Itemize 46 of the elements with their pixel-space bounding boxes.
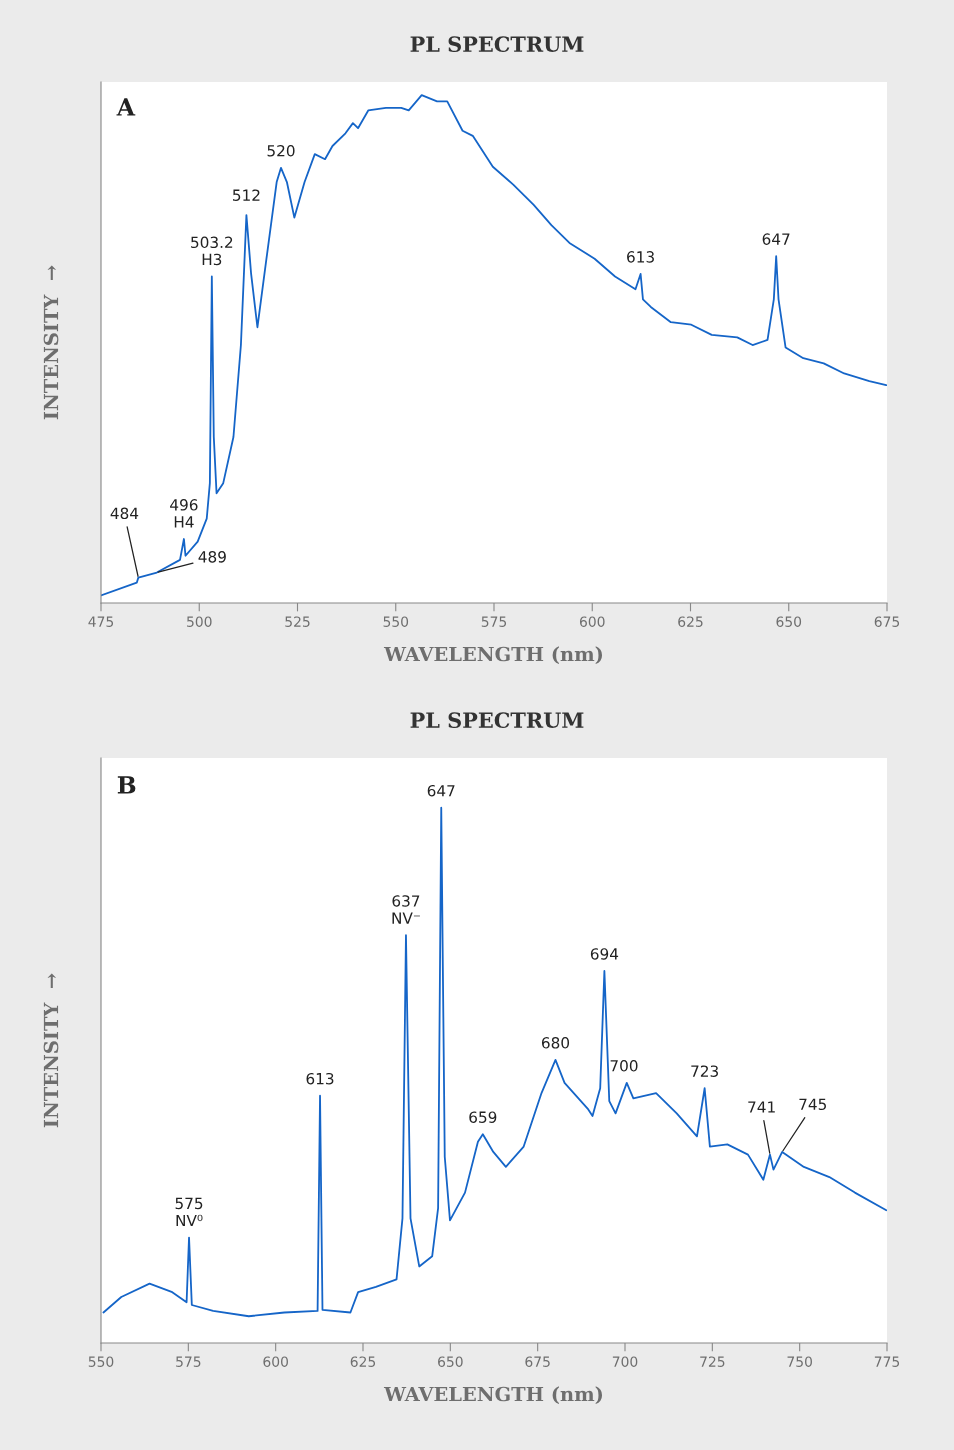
- x-tick-label: 650: [776, 616, 802, 627]
- annotation: 700: [610, 1060, 638, 1072]
- annotation: 647: [762, 233, 790, 245]
- text: B: [117, 776, 136, 794]
- x-tick-label: 475: [88, 616, 114, 627]
- annotation: A: [116, 98, 136, 116]
- annotation: 489: [198, 551, 226, 563]
- x-tick-label: 550: [383, 616, 409, 627]
- x-tick-label: 775: [874, 1356, 900, 1367]
- annotation: 484: [110, 507, 139, 520]
- x-tick-label: 650: [438, 1356, 463, 1367]
- x-tick-label: 550: [88, 1356, 114, 1367]
- annotation: 745: [799, 1098, 826, 1111]
- x-tick-label: 725: [700, 1356, 725, 1367]
- x-tick-label: 675: [525, 1356, 550, 1367]
- annotation: 613: [627, 251, 654, 263]
- x-tick-label: 600: [263, 1356, 288, 1367]
- annotation: 680: [541, 1037, 570, 1049]
- annotation: 723: [691, 1065, 718, 1077]
- annotation: 496 H4: [170, 499, 198, 528]
- y-axis-title: INTENSITY →: [43, 973, 59, 1128]
- y-axis-title: INTENSITY →: [43, 265, 59, 420]
- annotation: 613: [306, 1072, 334, 1085]
- x-tick-label: 675: [874, 616, 900, 627]
- annotation: 659: [469, 1111, 497, 1123]
- annotation: 647: [427, 784, 455, 797]
- annotation: 637 NV⁻: [392, 895, 420, 924]
- x-tick-label: 625: [678, 616, 703, 627]
- x-tick-label: 750: [787, 1356, 812, 1367]
- x-tick-label: 575: [481, 616, 507, 627]
- x-tick-label: 575: [176, 1356, 201, 1367]
- annotation: 694: [590, 948, 619, 960]
- annotation: 520: [267, 144, 295, 157]
- x-axis-title: WAVELENGTH (nm): [383, 646, 603, 665]
- chart-title: PL SPECTRUM: [410, 712, 584, 729]
- annotation: 741: [748, 1101, 775, 1113]
- x-tick-label: 700: [612, 1356, 638, 1367]
- x-tick-label: 500: [187, 616, 212, 627]
- annotation: 512: [233, 189, 260, 201]
- x-tick-label: 525: [285, 616, 310, 627]
- x-tick-label: 600: [579, 616, 605, 627]
- annotation: 575 NV⁰: [175, 1197, 203, 1227]
- x-axis-title: WAVELENGTH (nm): [383, 1386, 603, 1405]
- annotation: 503.2 H3: [191, 236, 233, 266]
- chart-title: PL SPECTRUM: [410, 36, 584, 53]
- x-tick-label: 625: [350, 1356, 376, 1367]
